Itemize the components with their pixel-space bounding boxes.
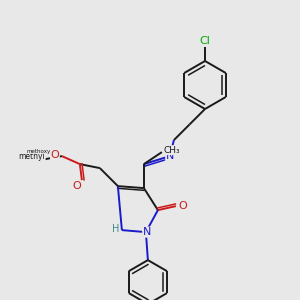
Text: O: O [73,181,81,191]
Text: O: O [50,150,59,160]
Text: CH₃: CH₃ [164,146,180,154]
Text: N: N [166,151,174,161]
Text: H: H [112,224,120,234]
Text: N: N [143,227,151,237]
Text: O: O [178,201,187,211]
Text: Cl: Cl [200,36,210,46]
Text: methyl: methyl [19,152,45,160]
Text: methoxy: methoxy [27,148,51,154]
